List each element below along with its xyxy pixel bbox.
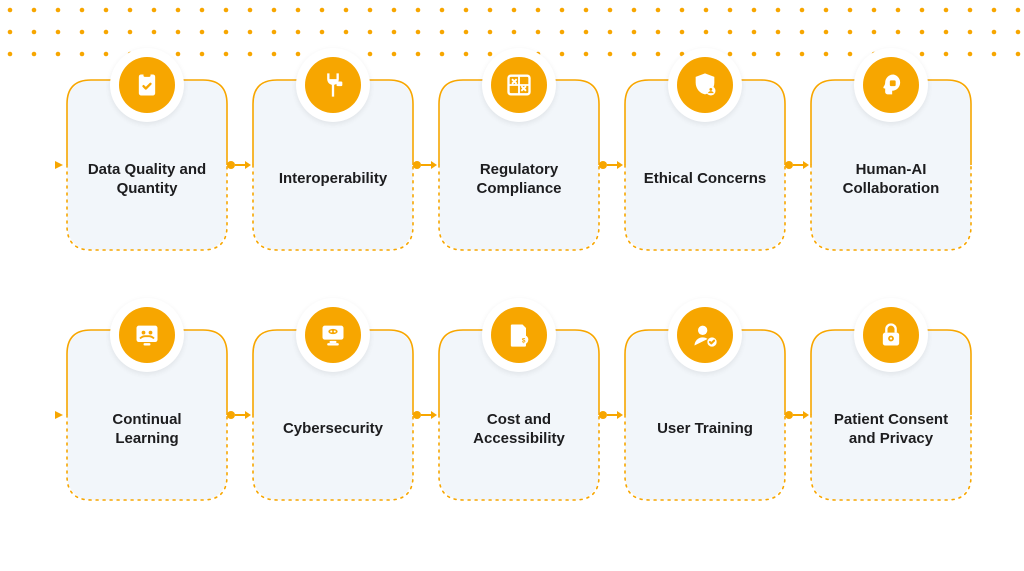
icon-badge [110,298,184,372]
clipboard-check-icon [119,57,175,113]
card-label: Regulatory Compliance [451,160,587,199]
icon-badge [854,298,928,372]
user-check-icon [677,307,733,363]
card-cybersec: Cybersecurity [253,330,413,500]
connector-arrow [785,158,811,172]
connector-arrow [227,408,253,422]
card-label: User Training [657,419,753,439]
connector-arrow [599,408,625,422]
shield-user-icon [677,57,733,113]
cost-icon: $ [491,307,547,363]
svg-text:$: $ [522,337,526,344]
card-grid: Data Quality and Quantity Interoperabili… [0,80,1024,500]
card-label: Cybersecurity [283,419,383,439]
card-label: Data Quality and Quantity [79,160,215,199]
connector-arrow [227,158,253,172]
card-data-quality: Data Quality and Quantity [67,80,227,250]
icon-badge [296,298,370,372]
connector-arrow [413,408,439,422]
connector-arrow [413,158,439,172]
plug-icon [305,57,361,113]
icon-badge: $ [482,298,556,372]
card-continual: Continual Learning [67,330,227,500]
card-label: Continual Learning [79,410,215,449]
card-regulatory: Regulatory Compliance [439,80,599,250]
connector-arrow [599,158,625,172]
card-privacy: Patient Consent and Privacy [811,330,971,500]
row-2: Continual Learning Cybersecurity $ Cost a… [50,330,974,500]
icon-badge [110,48,184,122]
row-leading-arrow [53,158,67,172]
card-cost: $ Cost and Accessibility [439,330,599,500]
card-label: Cost and Accessibility [451,410,587,449]
icon-badge [482,48,556,122]
connector-arrow [785,408,811,422]
monitor-shield-icon [305,307,361,363]
card-label: Patient Consent and Privacy [823,410,959,449]
card-label: Ethical Concerns [644,169,767,189]
icon-badge [668,298,742,372]
card-label: Human-AI Collaboration [823,160,959,199]
icon-badge [854,48,928,122]
icon-badge [296,48,370,122]
card-training: User Training [625,330,785,500]
card-interop: Interoperability [253,80,413,250]
lock-fingerprint-icon [863,307,919,363]
head-chip-icon [863,57,919,113]
row-leading-arrow [53,408,67,422]
card-human-ai: Human-AI Collaboration [811,80,971,250]
icon-badge [668,48,742,122]
card-label: Interoperability [279,169,387,189]
row-1: Data Quality and Quantity Interoperabili… [50,80,974,250]
card-ethical: Ethical Concerns [625,80,785,250]
learning-icon [119,307,175,363]
regulation-icon [491,57,547,113]
